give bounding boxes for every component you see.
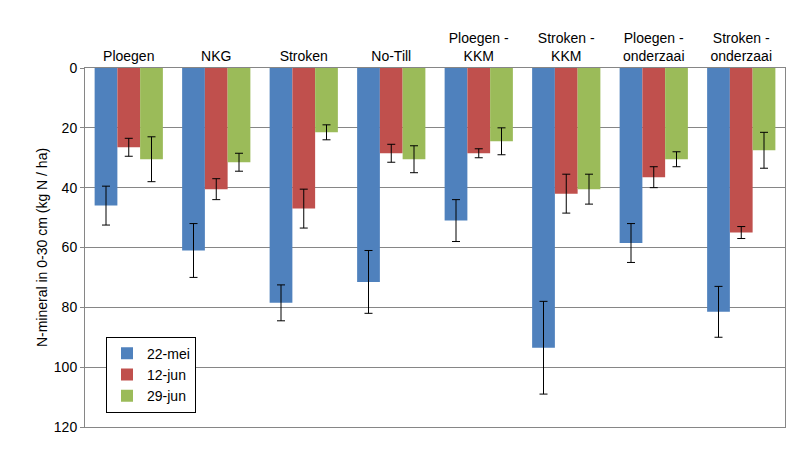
- svg-text:Stroken -onderzaai: Stroken -onderzaai: [711, 30, 773, 64]
- svg-text:120: 120: [54, 419, 78, 435]
- svg-text:100: 100: [54, 359, 78, 375]
- svg-text:80: 80: [62, 299, 78, 315]
- svg-text:Ploegen -onderzaai: Ploegen -onderzaai: [623, 30, 685, 64]
- svg-text:29-jun: 29-jun: [147, 388, 186, 404]
- svg-text:12-jun: 12-jun: [147, 367, 186, 383]
- svg-text:0: 0: [69, 60, 77, 76]
- svg-text:Stroken -KKM: Stroken -KKM: [538, 30, 595, 64]
- svg-text:No-Till: No-Till: [371, 48, 411, 64]
- svg-text:NKG: NKG: [201, 48, 231, 64]
- svg-text:20: 20: [62, 120, 78, 136]
- svg-text:N-mineral in 0-30 cm (kg N / h: N-mineral in 0-30 cm (kg N / ha): [34, 148, 50, 347]
- svg-text:40: 40: [62, 180, 78, 196]
- svg-text:60: 60: [62, 239, 78, 255]
- svg-text:Stroken: Stroken: [280, 48, 328, 64]
- svg-text:Ploegen: Ploegen: [103, 48, 154, 64]
- svg-text:Ploegen -KKM: Ploegen -KKM: [449, 30, 509, 64]
- svg-text:22-mei: 22-mei: [147, 346, 190, 362]
